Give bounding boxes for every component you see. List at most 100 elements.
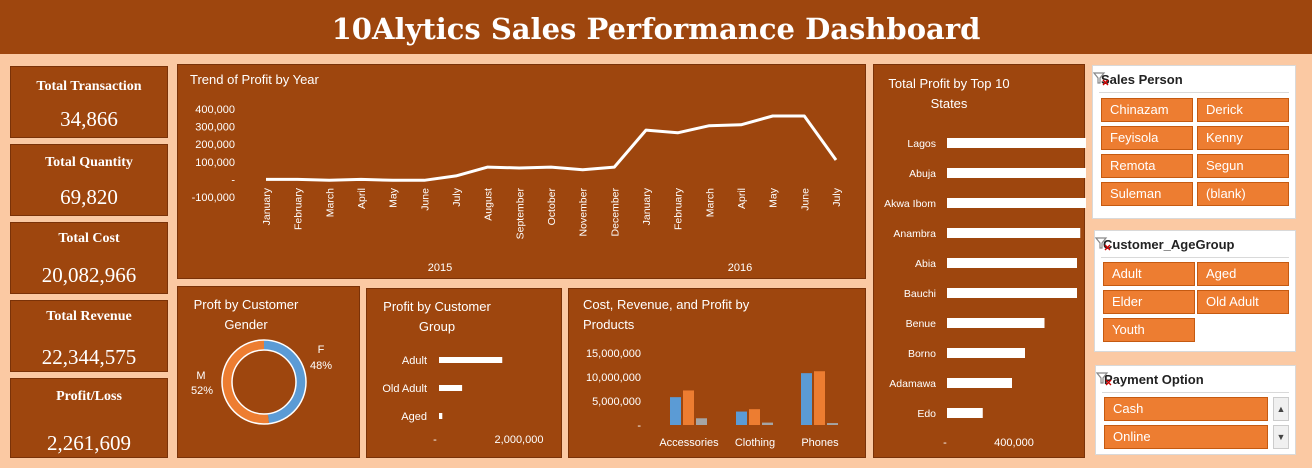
x-tick-label: October xyxy=(546,188,558,226)
kpi-total-transaction: Total Transaction 34,866 xyxy=(10,66,168,138)
clear-filter-icon[interactable] xyxy=(1093,72,1109,86)
slicer-title: Sales Person xyxy=(1101,72,1183,87)
product-bar xyxy=(762,422,773,425)
x-tick-label: March xyxy=(324,188,336,217)
kpi-value: 69,820 xyxy=(60,185,118,209)
slicer-item-kenny[interactable]: Kenny xyxy=(1197,126,1289,150)
chart-title-line1: Total Profit by Top 10 xyxy=(888,76,1010,91)
state-bar xyxy=(947,228,1081,238)
kpi-total-quantity: Total Quantity 69,820 xyxy=(10,144,168,216)
product-bar xyxy=(696,418,707,425)
state-bar xyxy=(947,258,1077,268)
customer-group-chart: Profit by Customer Group Adult Old Adult A… xyxy=(366,288,562,458)
slicer-item-online[interactable]: Online xyxy=(1104,425,1268,449)
category-label: Adult xyxy=(402,355,427,367)
clear-filter-icon[interactable] xyxy=(1096,372,1112,386)
x-tick-label: May xyxy=(768,187,780,208)
y-tick-label: - xyxy=(231,174,235,186)
donut-outer-ring xyxy=(221,339,307,425)
slicer-item-youth[interactable]: Youth xyxy=(1103,318,1195,342)
slicer-item-derick[interactable]: Derick xyxy=(1197,98,1289,122)
slicer-item-suleman[interactable]: Suleman xyxy=(1101,182,1193,206)
slicer-item-segun[interactable]: Segun xyxy=(1197,154,1289,178)
x-tick-label: April xyxy=(736,188,748,209)
slice-label: M xyxy=(196,370,205,382)
category-label: Clothing xyxy=(735,437,775,449)
y-tick-label: 15,000,000 xyxy=(586,348,641,360)
products-chart: Cost, Revenue, and Profit by Products 15… xyxy=(568,288,866,458)
x-tick-label: March xyxy=(704,188,716,217)
chart-title: Total Profit by Top 10 States xyxy=(874,74,1024,114)
y-tick-label: 400,000 xyxy=(195,104,235,116)
x-tick-label: 2,000,000 xyxy=(495,434,544,446)
slice-label: F xyxy=(318,344,325,356)
y-tick-label: -100,000 xyxy=(192,192,235,204)
clear-filter-icon[interactable] xyxy=(1095,237,1111,251)
state-bar xyxy=(947,378,1012,388)
donut-inner-ring xyxy=(231,349,297,415)
kpi-label: Total Cost xyxy=(58,231,120,246)
y-tick-label: 300,000 xyxy=(195,122,235,134)
category-label: Edo xyxy=(917,408,936,420)
donut-slice xyxy=(222,340,306,424)
slicer-title: Payment Option xyxy=(1104,372,1204,387)
x-tick-label: June xyxy=(419,188,431,211)
state-bar xyxy=(947,408,983,418)
product-bar xyxy=(814,371,825,425)
state-bar xyxy=(947,168,1086,178)
kpi-label: Total Revenue xyxy=(46,309,132,324)
kpi-label: Total Quantity xyxy=(45,155,133,170)
payment-option-slicer: Payment Option Cash Online ▲ ▼ xyxy=(1095,365,1296,455)
slicer-item-chinazam[interactable]: Chinazam xyxy=(1101,98,1193,122)
chart-title-line2: Gender xyxy=(224,317,268,332)
slicer-item-old-adult[interactable]: Old Adult xyxy=(1197,290,1289,314)
y-tick-label: - xyxy=(637,420,641,432)
state-bar xyxy=(947,138,1086,148)
state-bar xyxy=(947,198,1086,208)
year-label: 2016 xyxy=(728,262,752,274)
category-label: Adamawa xyxy=(889,378,936,390)
slicer-item-aged[interactable]: Aged xyxy=(1197,262,1289,286)
category-label: Bauchi xyxy=(904,288,936,300)
chart-title-line1: Cost, Revenue, and Profit by xyxy=(583,297,750,312)
y-tick-label: 10,000,000 xyxy=(586,372,641,384)
scroll-up-button[interactable]: ▲ xyxy=(1273,397,1289,421)
category-label: Phones xyxy=(801,437,839,449)
chart-title-line2: Group xyxy=(418,319,456,334)
x-tick-label: January xyxy=(261,187,273,225)
product-bar xyxy=(670,397,681,425)
chart-title: Profit by Customer Group xyxy=(367,297,507,337)
chart-title: Cost, Revenue, and Profit by Products xyxy=(583,295,749,335)
product-bar xyxy=(683,390,694,425)
sales-person-slicer: Sales Person Chinazam Derick Feyisola Ke… xyxy=(1092,65,1296,219)
x-tick-label: August xyxy=(483,188,495,221)
kpi-value: 2,261,609 xyxy=(47,431,131,455)
chart-title-line1: Proft by Customer xyxy=(193,297,299,312)
state-bar xyxy=(947,288,1077,298)
slicer-divider xyxy=(1101,257,1289,258)
state-bar xyxy=(947,348,1025,358)
state-bar xyxy=(947,318,1045,328)
slicer-item-feyisola[interactable]: Feyisola xyxy=(1101,126,1193,150)
chart-title-line2: States xyxy=(930,96,968,111)
category-label: Abia xyxy=(915,258,936,270)
kpi-total-cost: Total Cost 20,082,966 xyxy=(10,222,168,294)
chart-title-line1: Profit by Customer xyxy=(383,299,491,314)
y-tick-label: 100,000 xyxy=(195,157,235,169)
category-label: Old Adult xyxy=(382,383,427,395)
profit-trend-chart: Trend of Profit by Year 400,000 300,000 20… xyxy=(177,64,866,279)
kpi-value: 34,866 xyxy=(60,107,118,131)
gender-chart: Proft by Customer Gender F 48% M 52% xyxy=(177,286,360,458)
profit-trend-plot: 400,000 300,000 200,000 100,000 - -100,000 Jan… xyxy=(192,104,843,274)
x-tick-label: - xyxy=(433,434,437,446)
slicer-item-remota[interactable]: Remota xyxy=(1101,154,1193,178)
chart-title: Proft by Customer Gender xyxy=(178,295,314,335)
y-tick-label: 200,000 xyxy=(195,139,235,151)
slicer-item-cash[interactable]: Cash xyxy=(1104,397,1268,421)
scroll-down-button[interactable]: ▼ xyxy=(1273,425,1289,449)
slicer-item-adult[interactable]: Adult xyxy=(1103,262,1195,286)
products-plot: 15,000,000 10,000,000 5,000,000 - Accessorie… xyxy=(586,348,839,449)
slicer-item-blank[interactable]: (blank) xyxy=(1197,182,1289,206)
slice-percent: 48% xyxy=(310,360,332,372)
slicer-item-elder[interactable]: Elder xyxy=(1103,290,1195,314)
